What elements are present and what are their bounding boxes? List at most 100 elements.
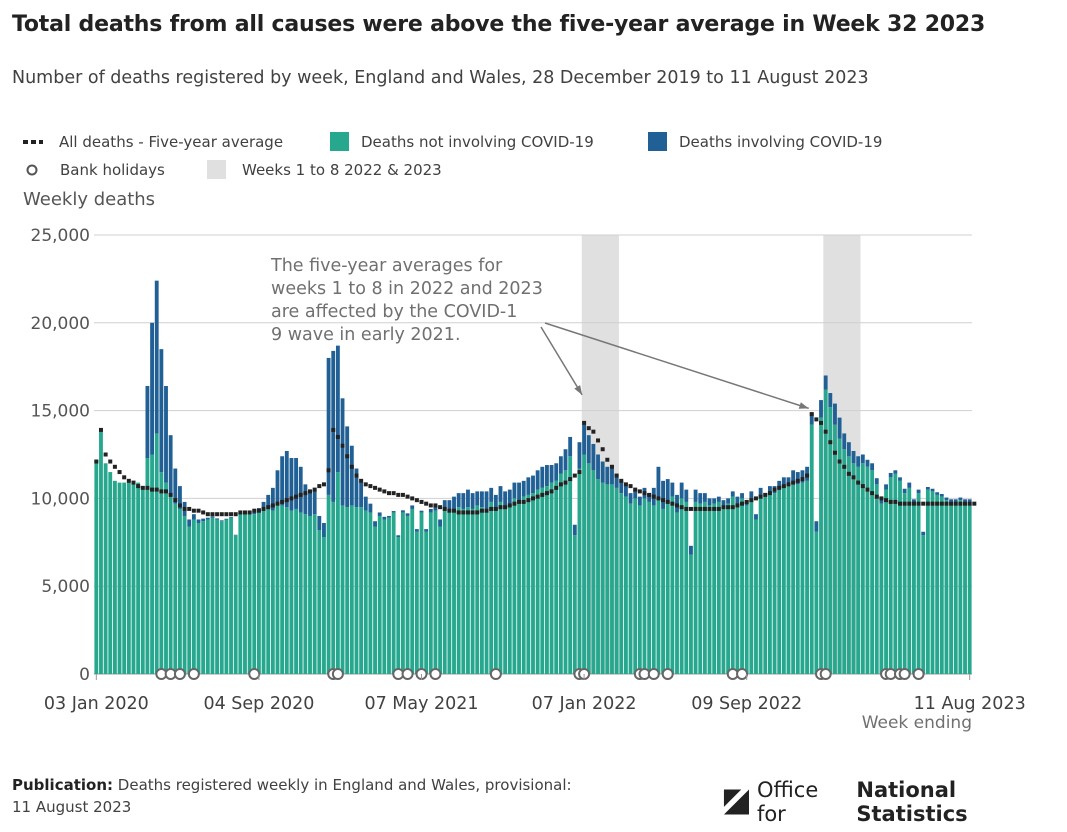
- bar-covid[interactable]: [391, 511, 396, 513]
- average-marker[interactable]: [809, 412, 814, 417]
- bar-covid[interactable]: [270, 487, 275, 511]
- bar-not-covid[interactable]: [874, 484, 879, 674]
- bar-not-covid[interactable]: [735, 503, 740, 674]
- bank-holiday-marker[interactable]: [819, 668, 832, 680]
- bar-covid[interactable]: [912, 499, 916, 504]
- bar-not-covid[interactable]: [233, 535, 238, 674]
- average-marker[interactable]: [772, 487, 777, 492]
- average-marker[interactable]: [308, 489, 313, 494]
- bar-not-covid[interactable]: [777, 487, 782, 674]
- bar-not-covid[interactable]: [623, 496, 628, 674]
- average-marker[interactable]: [874, 494, 879, 499]
- average-marker[interactable]: [781, 484, 786, 489]
- average-marker[interactable]: [154, 487, 159, 492]
- publication-text[interactable]: Deaths registered weekly in England and …: [117, 776, 572, 794]
- average-marker[interactable]: [851, 475, 856, 480]
- average-marker[interactable]: [921, 501, 926, 506]
- average-marker[interactable]: [294, 494, 299, 499]
- bar-not-covid[interactable]: [489, 501, 494, 674]
- average-marker[interactable]: [419, 499, 424, 504]
- bar-covid[interactable]: [201, 518, 206, 522]
- average-marker[interactable]: [335, 434, 340, 439]
- bar-covid[interactable]: [229, 517, 233, 518]
- average-marker[interactable]: [465, 510, 470, 515]
- average-marker[interactable]: [884, 498, 889, 503]
- bar-not-covid[interactable]: [916, 493, 921, 674]
- bar-covid[interactable]: [633, 489, 638, 499]
- average-marker[interactable]: [136, 484, 141, 489]
- bar-not-covid[interactable]: [865, 466, 870, 674]
- bar-covid[interactable]: [433, 505, 438, 511]
- bank-holiday-marker[interactable]: [898, 668, 911, 680]
- bar-not-covid[interactable]: [396, 537, 401, 674]
- average-marker[interactable]: [122, 475, 127, 480]
- bar-not-covid[interactable]: [238, 514, 243, 674]
- average-marker[interactable]: [317, 484, 322, 489]
- average-marker[interactable]: [702, 506, 707, 511]
- bar-covid[interactable]: [210, 516, 215, 518]
- bar-not-covid[interactable]: [531, 493, 535, 674]
- bar-covid[interactable]: [354, 468, 359, 508]
- bar-not-covid[interactable]: [870, 470, 875, 674]
- average-marker[interactable]: [591, 429, 596, 434]
- average-marker[interactable]: [164, 489, 169, 494]
- bar-covid[interactable]: [758, 487, 763, 495]
- bar-covid[interactable]: [716, 496, 721, 502]
- bar-not-covid[interactable]: [851, 463, 856, 674]
- bar-covid[interactable]: [312, 489, 317, 515]
- bar-not-covid[interactable]: [145, 458, 150, 674]
- bar-not-covid[interactable]: [707, 505, 712, 674]
- legend-item-not-covid[interactable]: Deaths not involving COVID-19: [330, 132, 594, 151]
- bar-covid[interactable]: [331, 350, 336, 502]
- bank-holiday-marker[interactable]: [489, 668, 502, 680]
- bar-not-covid[interactable]: [442, 508, 447, 674]
- average-marker[interactable]: [856, 480, 861, 485]
- bar-not-covid[interactable]: [963, 501, 967, 674]
- bar-not-covid[interactable]: [159, 472, 164, 674]
- bar-not-covid[interactable]: [461, 508, 466, 674]
- bar-not-covid[interactable]: [619, 493, 624, 674]
- bank-holiday-marker[interactable]: [429, 668, 442, 680]
- bar-covid[interactable]: [707, 498, 712, 506]
- average-marker[interactable]: [266, 505, 271, 510]
- bar-not-covid[interactable]: [582, 454, 587, 675]
- average-marker[interactable]: [716, 506, 721, 511]
- bar-covid[interactable]: [786, 477, 791, 487]
- bar-not-covid[interactable]: [693, 501, 698, 674]
- bar-covid[interactable]: [340, 398, 345, 506]
- bar-covid[interactable]: [944, 497, 949, 501]
- average-marker[interactable]: [326, 468, 331, 473]
- average-marker[interactable]: [572, 473, 577, 478]
- average-marker[interactable]: [410, 496, 415, 501]
- average-marker[interactable]: [823, 429, 828, 434]
- bar-covid[interactable]: [712, 498, 717, 504]
- bar-covid[interactable]: [266, 494, 271, 508]
- bar-covid[interactable]: [740, 493, 744, 499]
- average-marker[interactable]: [112, 464, 117, 469]
- average-marker[interactable]: [298, 492, 303, 497]
- bar-covid[interactable]: [637, 496, 642, 506]
- average-marker[interactable]: [721, 505, 726, 510]
- bar-not-covid[interactable]: [633, 498, 638, 674]
- average-marker[interactable]: [489, 506, 494, 511]
- average-marker[interactable]: [879, 496, 884, 501]
- bar-not-covid[interactable]: [243, 512, 247, 674]
- average-marker[interactable]: [967, 501, 972, 506]
- bar-not-covid[interactable]: [252, 514, 257, 674]
- average-marker[interactable]: [814, 417, 819, 422]
- bar-covid[interactable]: [721, 500, 726, 506]
- average-marker[interactable]: [540, 492, 545, 497]
- bar-covid[interactable]: [874, 478, 879, 485]
- bar-not-covid[interactable]: [112, 480, 117, 674]
- average-marker[interactable]: [145, 485, 150, 490]
- average-marker[interactable]: [679, 505, 684, 510]
- bar-covid[interactable]: [387, 515, 391, 518]
- bar-not-covid[interactable]: [173, 503, 178, 674]
- bar-not-covid[interactable]: [187, 526, 192, 674]
- bar-covid[interactable]: [280, 456, 285, 506]
- bank-holiday-marker[interactable]: [173, 668, 186, 680]
- bar-not-covid[interactable]: [554, 480, 559, 674]
- bar-not-covid[interactable]: [247, 512, 252, 674]
- average-marker[interactable]: [210, 512, 215, 517]
- average-marker[interactable]: [140, 485, 145, 490]
